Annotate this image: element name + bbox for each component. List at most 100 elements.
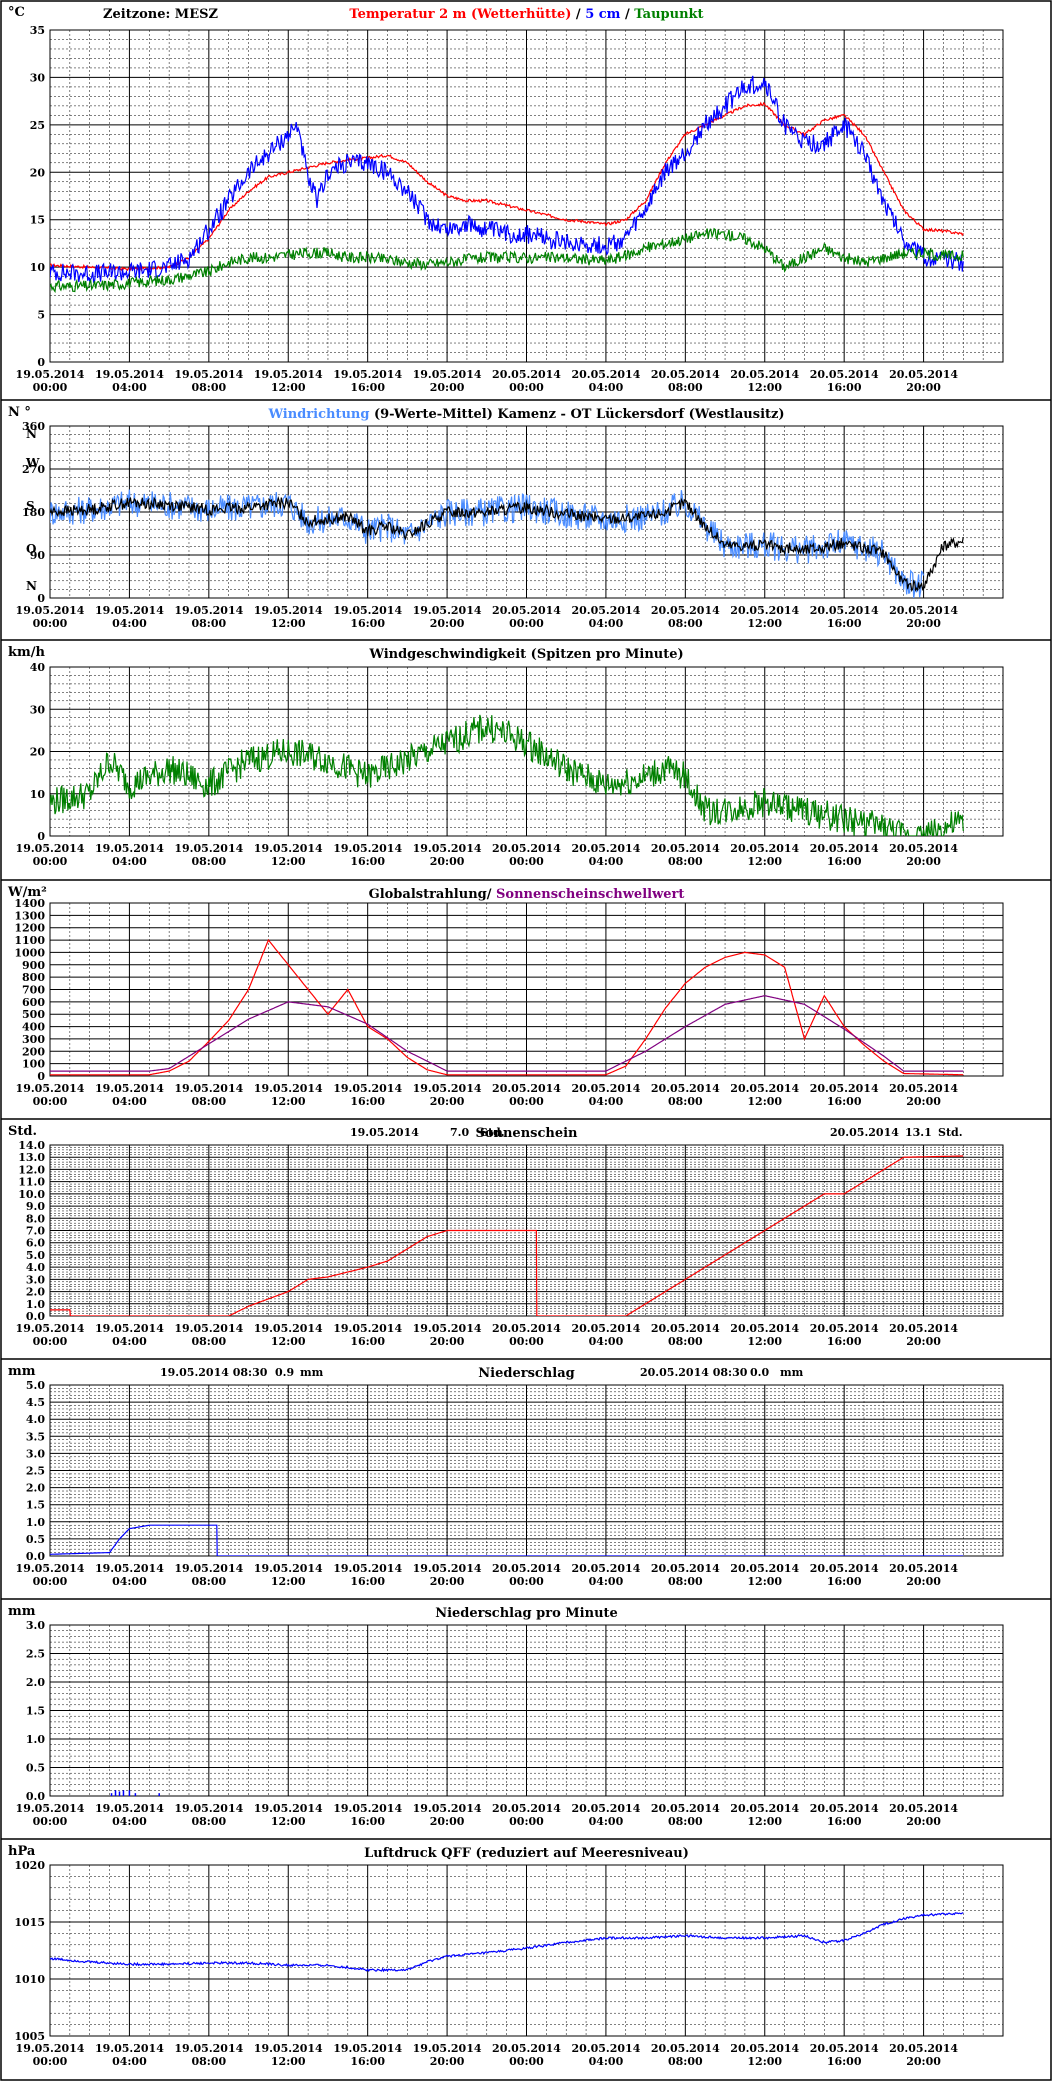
x-tick-date: 19.05.2014 — [413, 2042, 482, 2055]
y-tick-label: 1100 — [14, 934, 45, 947]
chart-title: Windgeschwindigkeit (Spitzen pro Minute) — [368, 647, 683, 662]
x-tick-time: 08:00 — [191, 1575, 226, 1588]
x-tick-date: 19.05.2014 — [254, 1802, 323, 1815]
x-tick-time: 20:00 — [906, 1575, 941, 1588]
x-tick-date: 19.05.2014 — [413, 1322, 482, 1335]
x-tick-time: 04:00 — [112, 1095, 147, 1108]
x-tick-time: 08:00 — [191, 1815, 226, 1828]
compass-label: N — [26, 579, 37, 593]
y-tick-label: 90 — [30, 549, 46, 562]
y-tick-label: 200 — [22, 1045, 45, 1058]
x-tick-time: 16:00 — [827, 1095, 862, 1108]
y-tick-label: 13.0 — [18, 1151, 45, 1164]
y-tick-label: 1020 — [14, 1859, 45, 1872]
x-tick-date: 19.05.2014 — [254, 842, 323, 855]
x-tick-time: 16:00 — [827, 617, 862, 630]
annotation-value: 7.0 — [450, 1126, 469, 1139]
x-tick-time: 08:00 — [668, 855, 703, 868]
x-tick-date: 20.05.2014 — [810, 1322, 879, 1335]
x-tick-date: 19.05.2014 — [333, 368, 402, 381]
y-tick-label: 15 — [30, 214, 45, 227]
annotation-unit: Std. — [938, 1126, 963, 1139]
x-tick-time: 00:00 — [33, 1815, 68, 1828]
series-line-blue — [50, 1524, 964, 1556]
x-tick-time: 08:00 — [668, 1095, 703, 1108]
series-line-green — [50, 227, 964, 294]
x-tick-time: 16:00 — [350, 381, 385, 394]
x-tick-time: 04:00 — [112, 617, 147, 630]
x-tick-date: 20.05.2014 — [889, 368, 958, 381]
x-tick-time: 08:00 — [191, 1335, 226, 1348]
x-tick-time: 12:00 — [747, 381, 782, 394]
x-tick-time: 12:00 — [271, 1575, 306, 1588]
annotation-unit: Std. — [480, 1126, 505, 1139]
x-tick-date: 19.05.2014 — [16, 1562, 85, 1575]
y-tick-label: 30 — [30, 71, 46, 84]
x-tick-time: 00:00 — [33, 617, 68, 630]
x-tick-time: 00:00 — [509, 381, 544, 394]
x-tick-time: 20:00 — [906, 1335, 941, 1348]
y-tick-label: 0 — [37, 830, 45, 843]
x-tick-time: 16:00 — [827, 1575, 862, 1588]
x-tick-date: 20.05.2014 — [571, 842, 640, 855]
x-tick-time: 04:00 — [112, 855, 147, 868]
chart-title: Sonnenschein — [475, 1126, 578, 1141]
y-tick-label: 0.0 — [26, 1790, 45, 1803]
x-tick-time: 12:00 — [271, 855, 306, 868]
y-tick-label: 7.0 — [26, 1225, 45, 1238]
annotation-value: 0.0 — [750, 1366, 769, 1379]
y-tick-label: 10 — [30, 788, 46, 801]
x-tick-time: 16:00 — [350, 2055, 385, 2068]
y-tick-label: 600 — [22, 996, 45, 1009]
x-tick-time: 16:00 — [827, 1815, 862, 1828]
x-tick-time: 20:00 — [430, 1095, 465, 1108]
title-part: Kamenz - OT Lückersdorf (Westlausitz) — [493, 407, 785, 422]
y-unit-label: °C — [8, 5, 25, 20]
title-part: Sonnenschein — [475, 1126, 578, 1141]
x-tick-time: 12:00 — [271, 381, 306, 394]
x-tick-time: 04:00 — [112, 2055, 147, 2068]
x-tick-date: 19.05.2014 — [16, 1802, 85, 1815]
x-tick-time: 04:00 — [589, 381, 624, 394]
x-tick-date: 19.05.2014 — [174, 2042, 243, 2055]
x-tick-date: 19.05.2014 — [254, 604, 323, 617]
compass-label: S — [26, 499, 35, 513]
y-tick-label: 4.0 — [26, 1413, 45, 1426]
x-tick-date: 20.05.2014 — [651, 604, 720, 617]
x-tick-date: 20.05.2014 — [492, 1322, 561, 1335]
y-tick-label: 1.0 — [26, 1516, 45, 1529]
x-tick-time: 12:00 — [747, 2055, 782, 2068]
x-tick-time: 20:00 — [906, 381, 941, 394]
chart-title: Niederschlag pro Minute — [435, 1606, 618, 1621]
title-part: 5 cm — [585, 7, 620, 22]
x-tick-time: 08:00 — [191, 855, 226, 868]
x-tick-date: 20.05.2014 — [730, 1322, 799, 1335]
x-tick-time: 00:00 — [509, 855, 544, 868]
x-tick-time: 00:00 — [33, 381, 68, 394]
x-tick-date: 20.05.2014 — [810, 1082, 879, 1095]
x-tick-time: 20:00 — [430, 381, 465, 394]
series-line-blue — [50, 75, 964, 284]
x-tick-time: 04:00 — [589, 855, 624, 868]
x-tick-date: 20.05.2014 — [492, 1802, 561, 1815]
y-tick-label: 0.0 — [26, 1310, 45, 1323]
title-part: Globalstrahlung/ — [369, 887, 496, 902]
y-tick-label: 5 — [37, 309, 45, 322]
x-tick-time: 20:00 — [906, 1095, 941, 1108]
title-part: Luftdruck QFF (reduziert auf Meeresnivea… — [364, 1846, 689, 1861]
x-tick-date: 19.05.2014 — [254, 2042, 323, 2055]
x-tick-date: 20.05.2014 — [889, 2042, 958, 2055]
y-tick-label: 3.0 — [26, 1447, 45, 1460]
y-tick-label: 0 — [37, 356, 45, 369]
x-tick-date: 19.05.2014 — [16, 842, 85, 855]
x-tick-date: 19.05.2014 — [333, 1082, 402, 1095]
x-tick-time: 04:00 — [589, 2055, 624, 2068]
title-part: Taupunkt — [634, 7, 703, 22]
y-tick-label: 14.0 — [18, 1139, 45, 1152]
x-tick-date: 19.05.2014 — [16, 1322, 85, 1335]
x-tick-time: 16:00 — [827, 1335, 862, 1348]
y-tick-label: 25 — [30, 119, 45, 132]
y-tick-label: 2.5 — [26, 1465, 45, 1478]
title-part: Niederschlag pro Minute — [435, 1606, 618, 1621]
